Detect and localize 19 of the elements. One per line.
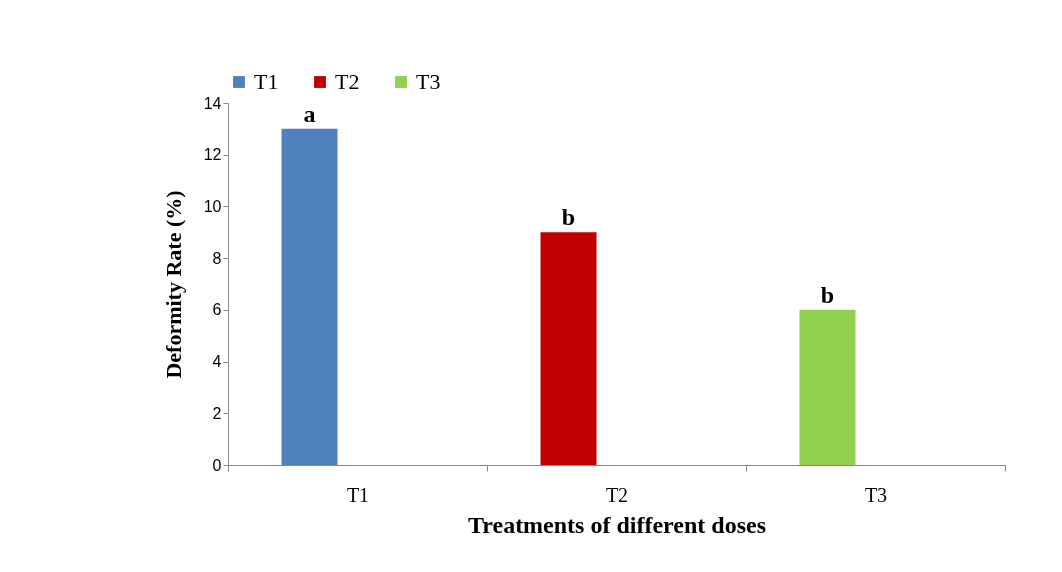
y-tick-label: 10 — [203, 197, 222, 215]
legend-label: T1 — [254, 69, 279, 94]
annotation: a — [303, 100, 316, 127]
annotation: b — [561, 204, 576, 231]
y-axis-title: Deformity Rate (%) — [160, 190, 186, 379]
y-tick-label: 0 — [212, 456, 222, 474]
x-axis-title: Treatments of different doses — [468, 511, 766, 538]
x-tick-label: T1 — [346, 483, 370, 506]
y-tick-label: 6 — [212, 301, 222, 319]
x-tick-label: T2 — [605, 483, 629, 506]
legend-label: T2 — [335, 69, 360, 94]
legend-label: T3 — [416, 69, 441, 94]
annotation: b — [820, 281, 835, 308]
y-tick-label: 14 — [203, 94, 222, 112]
y-tick-label: 8 — [212, 249, 222, 267]
y-tick-label: 4 — [212, 353, 222, 371]
x-tick-label: T3 — [864, 483, 888, 506]
y-tick-label: 12 — [203, 146, 222, 164]
y-tick-label: 2 — [212, 404, 222, 422]
